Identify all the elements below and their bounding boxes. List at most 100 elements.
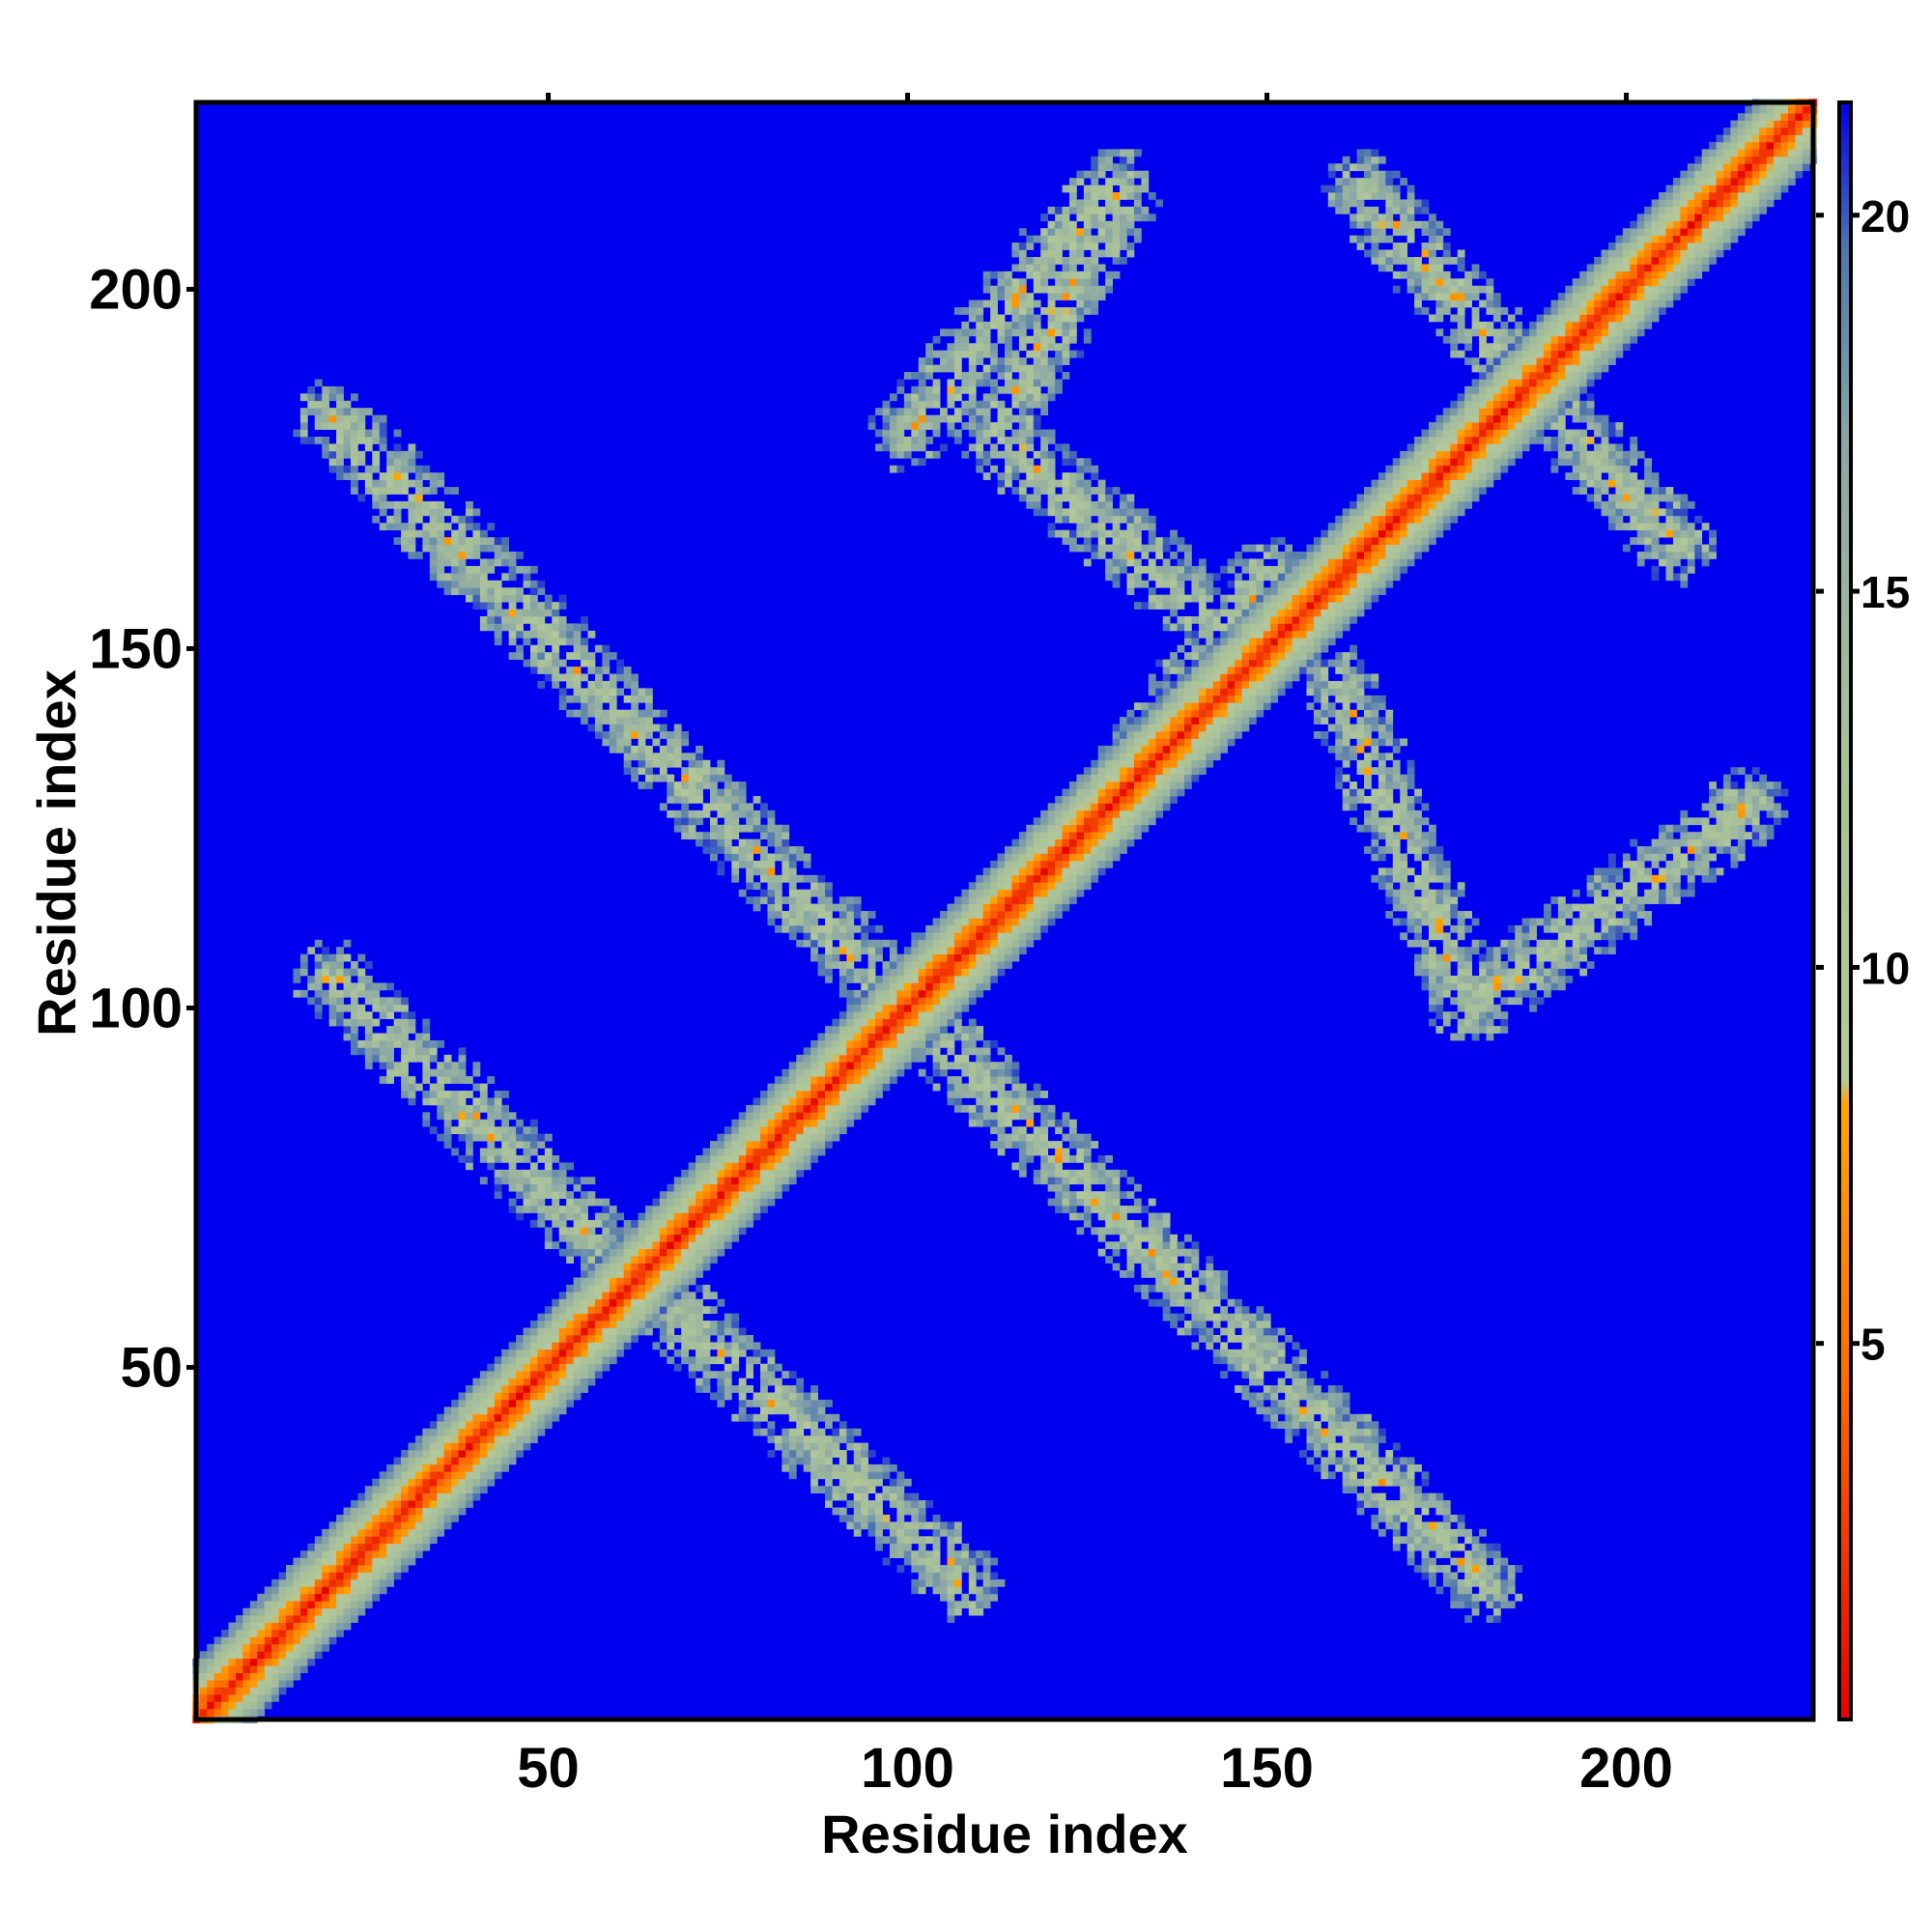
heatmap-cell xyxy=(1018,1112,1027,1121)
heatmap-cell xyxy=(817,1471,826,1480)
heatmap-cell xyxy=(867,1091,876,1098)
heatmap-cell xyxy=(673,1177,682,1185)
heatmap-cell xyxy=(293,989,301,998)
heatmap-cell xyxy=(681,1191,690,1199)
heatmap-cell xyxy=(558,1227,567,1236)
heatmap-cell xyxy=(903,1507,912,1516)
heatmap-cell xyxy=(372,1507,381,1516)
heatmap-cell xyxy=(832,1492,840,1501)
heatmap-cell xyxy=(1120,1234,1127,1242)
heatmap-cell xyxy=(566,1363,574,1372)
heatmap-cell xyxy=(1120,1206,1127,1213)
heatmap-cell xyxy=(594,731,603,739)
heatmap-cell xyxy=(1097,832,1106,839)
heatmap-cell xyxy=(832,1442,840,1451)
heatmap-cell xyxy=(552,630,560,639)
heatmap-cell xyxy=(213,1636,222,1645)
heatmap-cell xyxy=(566,623,574,632)
heatmap-cell xyxy=(997,314,1006,323)
heatmap-cell xyxy=(401,1011,409,1019)
heatmap-cell xyxy=(867,975,876,983)
heatmap-cell xyxy=(1062,256,1070,265)
heatmap-cell xyxy=(838,1119,847,1127)
heatmap-cell xyxy=(903,961,912,969)
heatmap-cell xyxy=(544,1313,553,1321)
heatmap-cell xyxy=(753,860,761,868)
heatmap-cell xyxy=(537,1321,546,1328)
heatmap-cell xyxy=(1055,385,1063,394)
heatmap-cell xyxy=(867,989,876,998)
heatmap-cell xyxy=(882,422,891,430)
heatmap-cell xyxy=(1047,285,1056,294)
heatmap-cell xyxy=(832,947,840,955)
heatmap-cell xyxy=(1091,552,1099,559)
heatmap-cell xyxy=(947,1091,955,1098)
heatmap-cell xyxy=(1076,293,1085,300)
heatmap-cell xyxy=(846,1091,855,1098)
heatmap-cell xyxy=(1068,515,1077,524)
heatmap-cell xyxy=(853,997,862,1006)
heatmap-cell xyxy=(1047,393,1056,402)
heatmap-cell xyxy=(414,1471,423,1480)
heatmap-cell xyxy=(652,709,661,718)
heatmap-cell xyxy=(429,500,438,509)
heatmap-cell xyxy=(932,422,941,430)
heatmap-cell xyxy=(667,1234,675,1242)
heatmap-cell xyxy=(414,1033,423,1041)
heatmap-cell xyxy=(968,968,977,977)
heatmap-cell xyxy=(861,1507,869,1516)
heatmap-cell xyxy=(1076,249,1085,258)
heatmap-cell xyxy=(443,1457,452,1465)
heatmap-cell xyxy=(947,1097,955,1106)
heatmap-cell xyxy=(336,1550,344,1558)
heatmap-cell xyxy=(479,1133,488,1142)
heatmap-cell xyxy=(1033,270,1041,279)
heatmap-cell xyxy=(609,1263,617,1271)
heatmap-cell xyxy=(314,1550,323,1558)
heatmap-cell xyxy=(932,1033,941,1041)
heatmap-cell xyxy=(350,1500,358,1508)
heatmap-cell xyxy=(875,1091,883,1098)
heatmap-cell xyxy=(1011,307,1020,315)
heatmap-cell xyxy=(242,1680,251,1688)
heatmap-cell xyxy=(696,1263,703,1271)
heatmap-cell xyxy=(724,1212,732,1221)
heatmap-cell xyxy=(1097,487,1106,495)
heatmap-cell xyxy=(803,1112,811,1121)
heatmap-cell xyxy=(746,874,753,883)
heatmap-cell xyxy=(702,1248,711,1257)
heatmap-cell xyxy=(372,429,381,438)
heatmap-cell xyxy=(659,1198,668,1207)
heatmap-cell xyxy=(322,961,330,969)
heatmap-cell xyxy=(594,1241,603,1250)
heatmap-cell xyxy=(652,1241,661,1250)
heatmap-cell xyxy=(717,803,725,811)
heatmap-cell xyxy=(990,975,998,983)
heatmap-cell xyxy=(1005,953,1012,962)
heatmap-cell xyxy=(968,1578,977,1587)
heatmap-cell xyxy=(817,1033,826,1041)
heatmap-cell xyxy=(328,1557,337,1566)
heatmap-cell xyxy=(228,1651,237,1660)
heatmap-cell xyxy=(479,1378,488,1386)
heatmap-cell xyxy=(659,1241,668,1250)
heatmap-cell xyxy=(774,1191,782,1199)
heatmap-cell xyxy=(379,1536,387,1545)
heatmap-cell xyxy=(581,1363,588,1372)
heatmap-cell xyxy=(838,1097,847,1106)
heatmap-cell xyxy=(207,1672,214,1681)
heatmap-cell xyxy=(350,1543,358,1551)
heatmap-cell xyxy=(731,1162,740,1171)
heatmap-cell xyxy=(581,1270,588,1278)
heatmap-cell xyxy=(1033,1091,1041,1098)
heatmap-cell xyxy=(746,896,753,904)
heatmap-cell xyxy=(343,436,352,444)
heatmap-cell xyxy=(537,580,546,588)
heatmap-cell xyxy=(882,1557,891,1566)
heatmap-cell xyxy=(343,1557,352,1566)
heatmap-cell xyxy=(717,1399,725,1407)
heatmap-cell xyxy=(414,1550,423,1558)
heatmap-cell xyxy=(1047,882,1056,891)
heatmap-cell xyxy=(746,846,753,854)
heatmap-cell xyxy=(393,1068,402,1077)
